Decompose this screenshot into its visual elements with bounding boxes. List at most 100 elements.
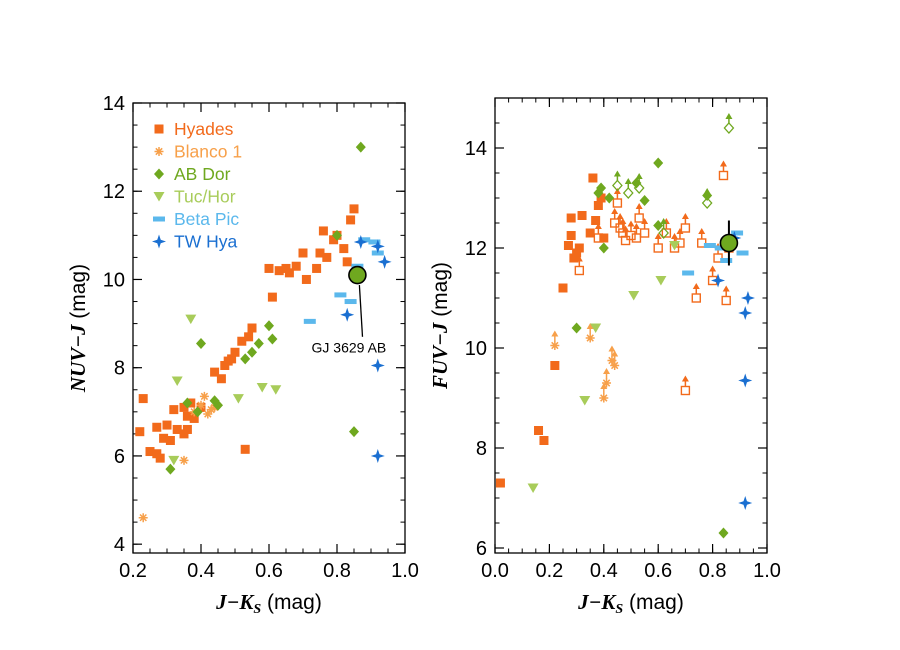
data-point — [593, 201, 603, 210]
data-point-arrow-head — [692, 283, 700, 289]
data-point — [639, 195, 650, 206]
data-point — [247, 323, 257, 333]
legend-label: Beta Pic — [174, 209, 239, 229]
data-point — [658, 227, 670, 239]
data-point — [199, 391, 209, 401]
data-point — [334, 292, 347, 298]
data-point — [179, 455, 189, 465]
legend-item: Blanco 1 — [154, 142, 242, 162]
data-point — [135, 427, 145, 437]
data-point — [711, 273, 726, 288]
legend-marker — [154, 124, 164, 134]
y-tick-label: 14 — [103, 93, 125, 115]
y-tick-label: 6 — [476, 538, 487, 560]
data-point — [370, 448, 385, 463]
data-point-arrow-head — [722, 285, 730, 292]
data-point-arrow-head — [660, 218, 668, 224]
data-point — [165, 463, 176, 475]
data-point — [138, 513, 148, 523]
x-tick-label: 0.2 — [535, 560, 563, 582]
data-point — [703, 243, 716, 248]
x-tick-label: 1.0 — [753, 560, 781, 582]
legend-item: Hyades — [154, 119, 234, 139]
data-point — [612, 198, 623, 208]
data-point — [196, 400, 206, 410]
data-point — [377, 254, 392, 269]
nuv-panel: 0.2 0.4 0.6 0.8 1.0 4 6 8 10 12 14 J−KS (mag) NUV−J … — [66, 93, 419, 617]
data-point — [669, 241, 681, 251]
data-point — [550, 361, 560, 370]
data-point — [203, 409, 213, 419]
data-point — [145, 447, 155, 457]
data-point — [738, 306, 753, 320]
legend-marker — [154, 147, 164, 156]
y-tick-label: 12 — [465, 238, 487, 260]
data-point — [609, 218, 620, 228]
x-tick-label: 0.2 — [119, 560, 147, 582]
data-point — [574, 265, 585, 276]
y-axis-label: FUV−J (mag) — [428, 262, 452, 390]
data-point — [298, 248, 308, 258]
legend-marker — [153, 192, 165, 202]
data-point — [718, 527, 729, 539]
y-tick-label: 8 — [476, 438, 487, 460]
x-tick-label: 0.4 — [187, 560, 215, 582]
data-point — [342, 257, 352, 267]
data-point — [210, 402, 220, 412]
data-point — [723, 122, 735, 134]
annotation-label: GJ 3629 AB — [312, 340, 387, 356]
x-tick-label: 0.6 — [255, 560, 283, 582]
data-point — [210, 367, 220, 377]
data-point-arrow-head — [681, 375, 689, 382]
series-ab-dor — [571, 157, 729, 539]
data-point — [267, 333, 278, 345]
data-point — [569, 253, 579, 263]
y-tick-label: 10 — [103, 269, 125, 291]
data-point — [247, 346, 257, 358]
data-point — [566, 213, 576, 223]
data-point-arrow-head — [608, 345, 616, 352]
data-point — [162, 420, 172, 430]
data-point — [358, 237, 371, 243]
data-point — [322, 252, 332, 262]
data-point — [152, 422, 162, 432]
y-tick-label: 14 — [465, 138, 487, 160]
legend-item: AB Dor — [154, 164, 231, 184]
data-point — [339, 244, 349, 254]
data-point-arrow-head — [624, 178, 632, 184]
data-point — [738, 496, 753, 510]
data-point — [169, 405, 179, 415]
data-point — [680, 223, 691, 233]
data-point — [237, 336, 247, 346]
data-point — [155, 453, 165, 463]
data-point — [590, 323, 602, 333]
data-point — [639, 228, 650, 238]
data-point — [213, 399, 223, 411]
data-point — [182, 411, 192, 421]
data-point-arrow-head — [635, 173, 643, 179]
data-point — [192, 406, 203, 418]
data-point — [253, 337, 264, 349]
data-point — [602, 378, 612, 388]
data-point-arrow-head — [671, 233, 679, 239]
x-tick-label: 0.4 — [590, 560, 618, 582]
data-point — [585, 228, 595, 238]
data-point-arrow-head — [641, 218, 649, 224]
data-point — [599, 393, 609, 403]
data-point-arrow-head — [698, 228, 706, 234]
data-point-arrow-head — [654, 233, 662, 239]
data-point-arrow-head — [616, 213, 624, 219]
data-point — [318, 226, 328, 236]
data-point — [653, 243, 663, 253]
data-point — [138, 394, 148, 404]
x-axis-label: J−KS (mag) — [215, 590, 322, 617]
legend-marker — [152, 234, 166, 249]
data-point — [588, 173, 598, 183]
data-point — [165, 436, 175, 445]
data-point — [579, 396, 591, 406]
x-tick-label: 0.8 — [323, 560, 351, 582]
series-tuc-hor — [168, 314, 282, 466]
series-beta-pic — [682, 230, 749, 276]
data-point — [612, 179, 623, 192]
